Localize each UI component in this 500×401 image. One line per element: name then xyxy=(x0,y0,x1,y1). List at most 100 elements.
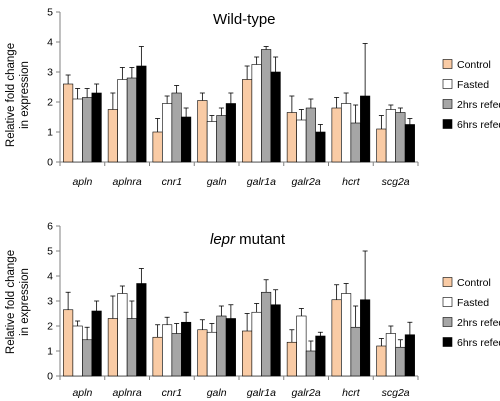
legend-swatch xyxy=(442,277,453,287)
bar-6hrs-refed xyxy=(181,116,192,163)
bar-fasted xyxy=(251,311,262,377)
bar-2hrs-refed xyxy=(126,77,137,163)
bar-2hrs-refed xyxy=(305,350,316,377)
y-tick-label: 5 xyxy=(47,7,53,19)
legend-label: Control xyxy=(457,59,491,71)
bar-6hrs-refed xyxy=(360,95,371,163)
bar-control xyxy=(107,109,118,163)
category-label: cnr1 xyxy=(162,387,182,399)
category-label: galn xyxy=(207,387,227,399)
category-label: galr2a xyxy=(292,387,321,399)
y-tick-label: 1 xyxy=(47,127,53,139)
bar-6hrs-refed xyxy=(136,283,147,377)
category-label: scg2a xyxy=(382,387,410,399)
y-tick-label: 0 xyxy=(47,371,53,383)
bar-6hrs-refed xyxy=(270,71,281,163)
bar-fasted xyxy=(296,119,307,163)
y-axis-label: Relative fold change xyxy=(5,43,17,147)
bar-control xyxy=(286,112,297,163)
legend-label: 2hrs refed xyxy=(457,99,500,111)
bar-2hrs-refed xyxy=(261,291,272,377)
bar-fasted xyxy=(385,109,396,163)
bar-2hrs-refed xyxy=(216,115,227,163)
bar-2hrs-refed xyxy=(350,122,361,163)
y-axis-label: in expression xyxy=(19,268,31,336)
bar-2hrs-refed xyxy=(82,339,93,377)
category-label: galr1a xyxy=(247,387,276,399)
bar-fasted xyxy=(341,293,352,377)
category-label: apln xyxy=(72,176,92,188)
legend-label: Control xyxy=(457,277,491,289)
bar-6hrs-refed xyxy=(225,103,236,163)
bar-fasted xyxy=(385,333,396,377)
bar-2hrs-refed xyxy=(395,112,406,163)
legend-swatch xyxy=(442,99,453,109)
legend-swatch xyxy=(442,79,453,89)
bar-2hrs-refed xyxy=(171,333,182,377)
y-tick-label: 2 xyxy=(47,97,53,109)
bar-2hrs-refed xyxy=(171,92,182,163)
category-label: galr1a xyxy=(247,176,276,188)
bar-fasted xyxy=(251,64,262,163)
category-label: aplnra xyxy=(113,387,142,399)
bar-fasted xyxy=(162,324,173,377)
bar-control xyxy=(63,309,74,377)
bar-2hrs-refed xyxy=(395,346,406,377)
bar-control xyxy=(331,107,342,163)
y-tick-label: 5 xyxy=(47,246,53,258)
chart-title: Wild-type xyxy=(213,11,276,28)
bar-6hrs-refed xyxy=(181,321,192,377)
chart-title: lepr mutant xyxy=(210,231,286,248)
y-axis-label: in expression xyxy=(19,61,31,129)
category-label: apln xyxy=(72,387,92,399)
bar-control xyxy=(107,318,118,377)
bar-6hrs-refed xyxy=(225,318,236,377)
bar-6hrs-refed xyxy=(404,124,415,163)
bar-control xyxy=(63,83,74,163)
y-tick-label: 6 xyxy=(47,221,53,233)
bar-2hrs-refed xyxy=(305,107,316,163)
y-tick-label: 0 xyxy=(47,157,53,169)
bar-control xyxy=(242,79,253,163)
bar-2hrs-refed xyxy=(82,97,93,163)
bar-6hrs-refed xyxy=(270,304,281,377)
bar-6hrs-refed xyxy=(404,334,415,377)
bar-control xyxy=(242,330,253,377)
y-tick-label: 1 xyxy=(47,346,53,358)
legend-label: Fasted xyxy=(457,79,489,91)
bar-control xyxy=(376,345,387,377)
bar-fasted xyxy=(206,331,217,377)
bar-control xyxy=(197,100,208,163)
category-label: galr2a xyxy=(292,176,321,188)
bar-2hrs-refed xyxy=(350,326,361,377)
bar-fasted xyxy=(206,121,217,163)
category-label: hcrt xyxy=(342,387,361,399)
bar-fasted xyxy=(117,293,128,377)
lepr-mutant-chart: 0 1 2 3 4 5 6 apln aplnra cnr1 galn galr1a galr2a hcr… xyxy=(5,221,500,400)
bar-fasted xyxy=(72,98,83,163)
legend-swatch xyxy=(442,59,453,69)
category-label: aplnra xyxy=(113,176,142,188)
bar-6hrs-refed xyxy=(91,92,102,163)
bar-control xyxy=(152,131,163,163)
wild-type-chart: 0 1 2 3 4 5 apln aplnra cnr1 galn galr1a galr2a hcrt… xyxy=(5,7,500,189)
bar-fasted xyxy=(72,325,83,377)
bar-fasted xyxy=(296,315,307,377)
category-label: galn xyxy=(207,176,227,188)
bar-control xyxy=(197,329,208,377)
y-tick-label: 4 xyxy=(47,271,53,283)
y-axis-label: Relative fold change xyxy=(5,250,17,354)
y-tick-label: 2 xyxy=(47,321,53,333)
bar-fasted xyxy=(117,79,128,163)
legend-label: Fasted xyxy=(457,297,489,309)
bar-control xyxy=(376,128,387,163)
bar-2hrs-refed xyxy=(126,318,137,377)
category-label: hcrt xyxy=(342,176,361,188)
bar-6hrs-refed xyxy=(136,65,147,163)
bar-control xyxy=(286,341,297,377)
legend-swatch xyxy=(442,317,453,327)
legend-label: 2hrs refed xyxy=(457,317,500,329)
bar-6hrs-refed xyxy=(315,131,326,163)
bar-control xyxy=(152,336,163,377)
